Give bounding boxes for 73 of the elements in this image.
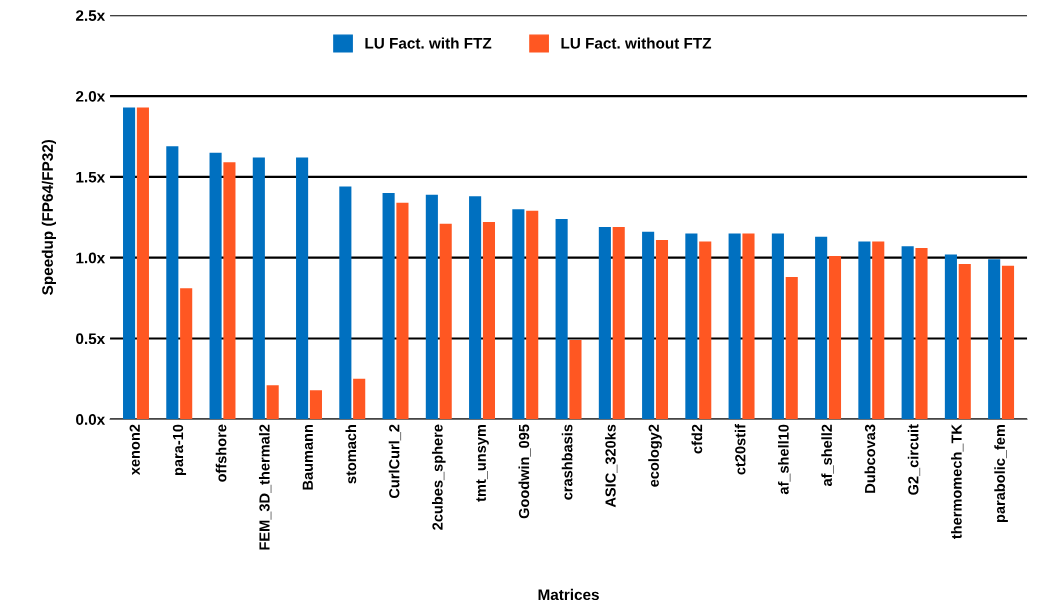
bar [815,236,828,420]
bar [382,193,395,420]
bar [469,196,482,420]
y-axis-title: Speedup (FP64/FP32) [41,139,56,295]
x-tick-label: parabolic_fem [994,424,1008,522]
bar [612,226,625,420]
bar [642,231,655,420]
bar [1001,265,1015,420]
x-tick-label: xenon2 [129,424,140,476]
x-tick-label: stomach [345,424,357,484]
bar [296,157,309,420]
bar [699,241,712,420]
bar [742,233,755,420]
y-tick-label: 1.0x [76,252,106,264]
bar [266,385,279,420]
x-tick-label: thermomech_TK [951,424,964,539]
bar [901,246,914,420]
x-tick-label: 2cubes_sphere [431,424,446,530]
y-tick-label: 0.5x [76,333,106,345]
y-tick-label: 0.0x [76,414,106,425]
bar [180,288,193,420]
x-tick-label: Dubcova3 [864,424,876,493]
bar [512,209,525,420]
bar [569,340,582,420]
x-tick-label: ecology2 [648,424,662,487]
bar [655,239,669,420]
bar [988,259,1001,420]
y-tick-label: 2.0x [75,90,106,102]
legend-label: LU Fact. without FTZ [561,37,712,49]
bar [425,194,438,420]
x-tick-label: crashbasis [561,424,573,500]
bar [166,146,179,420]
x-tick-label: af_shell10 [778,424,791,495]
x-tick-label: tmt_unsym [476,424,489,502]
legend-label: LU Fact. with FTZ [365,37,492,49]
bar [339,186,352,420]
bar [309,390,322,420]
bar [555,218,568,420]
y-tick-label: 1.5x [76,171,106,183]
bar [828,256,842,420]
x-tick-label: af_shell2 [821,424,834,487]
bar [771,233,784,420]
bar [958,264,971,420]
bar [785,277,798,420]
bar [944,254,957,420]
bar [209,152,222,420]
x-axis-title: Matrices [538,588,599,601]
x-tick-label: FEM_3D_thermal2 [258,424,272,550]
bar [439,223,452,420]
x-tick-label: offshore [215,424,227,482]
bar [252,157,265,420]
bar [136,107,149,420]
bar [123,107,136,420]
x-tick-label: ct20stif [734,424,746,475]
bar [396,202,409,420]
x-tick-label: ASIC_320ks [605,424,618,508]
x-tick-label: CurlCurl_2 [388,424,402,499]
x-tick-label: Goodwin_095 [518,424,531,519]
x-tick-label: G2_circuit [907,424,921,495]
bar [223,162,236,420]
bar [872,241,885,420]
bar [482,222,496,420]
x-tick-label: Baumann [302,424,313,490]
bar [728,233,741,420]
x-tick-label: para-10 [172,424,187,475]
bar [598,226,611,420]
x-tick-label: cfd2 [691,424,703,454]
bar [858,241,871,420]
bar [915,247,928,420]
bar [526,210,539,420]
y-tick-label: 2.5x [75,10,106,21]
bar [685,233,698,420]
bar [353,378,366,420]
